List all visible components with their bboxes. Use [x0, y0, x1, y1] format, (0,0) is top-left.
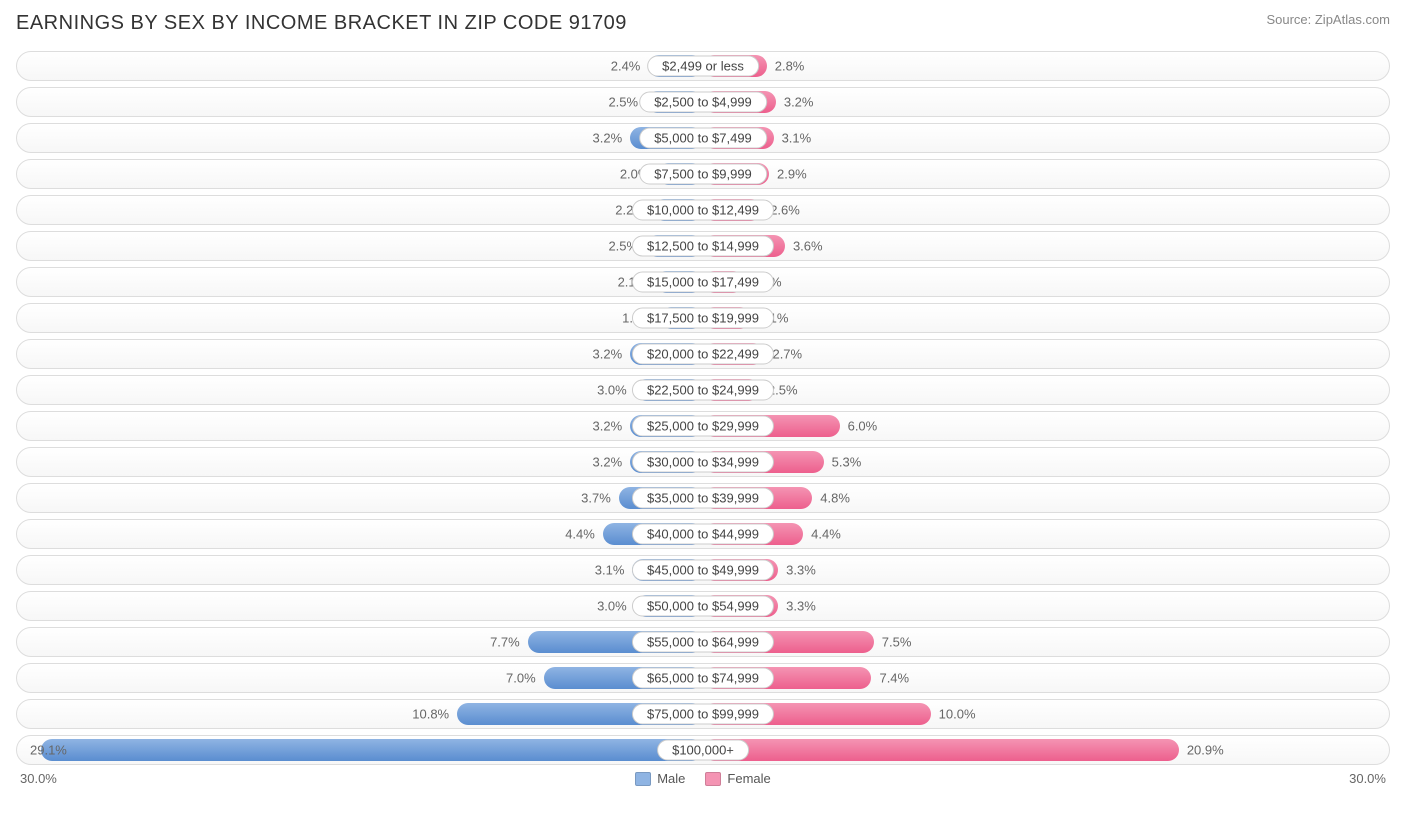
- bracket-label: $100,000+: [657, 740, 749, 761]
- legend-male-label: Male: [657, 771, 685, 786]
- pct-female: 2.7%: [772, 347, 802, 362]
- chart-row: 29.1% 20.9% $100,000+: [16, 735, 1390, 765]
- bar-male: [41, 739, 704, 761]
- bracket-label: $12,500 to $14,999: [632, 236, 774, 257]
- pct-female: 7.4%: [879, 671, 909, 686]
- pct-female: 4.4%: [811, 527, 841, 542]
- chart-row: 10.8% 10.0% $75,000 to $99,999: [16, 699, 1390, 729]
- bracket-label: $2,499 or less: [647, 56, 759, 77]
- chart-row: 1.9%2.1%$17,500 to $19,999: [16, 303, 1390, 333]
- legend-female: Female: [705, 771, 770, 786]
- pct-female: 10.0%: [939, 707, 976, 722]
- pct-female: 2.8%: [775, 59, 805, 74]
- pct-female: 7.5%: [882, 635, 912, 650]
- diverging-bar-chart: 2.4% 2.8% $2,499 or less 2.5% 3.2% $2,500 to …: [16, 51, 1390, 765]
- chart-row: 3.0%2.5%$22,500 to $24,999: [16, 375, 1390, 405]
- chart-row: 7.0% 7.4% $65,000 to $74,999: [16, 663, 1390, 693]
- pct-female: 5.3%: [832, 455, 862, 470]
- pct-male: 3.2%: [593, 455, 623, 470]
- legend-male-swatch: [635, 772, 651, 786]
- pct-female: 3.2%: [784, 95, 814, 110]
- chart-row: 2.0%2.9%$7,500 to $9,999: [16, 159, 1390, 189]
- legend-female-swatch: [705, 772, 721, 786]
- chart-row: 2.4% 2.8% $2,499 or less: [16, 51, 1390, 81]
- chart-source: Source: ZipAtlas.com: [1266, 12, 1390, 27]
- chart-row: 3.1% 3.3% $45,000 to $49,999: [16, 555, 1390, 585]
- pct-female: 3.6%: [793, 239, 823, 254]
- legend-female-label: Female: [727, 771, 770, 786]
- pct-male: 7.0%: [506, 671, 536, 686]
- bracket-label: $30,000 to $34,999: [632, 452, 774, 473]
- bracket-label: $35,000 to $39,999: [632, 488, 774, 509]
- pct-male: 2.4%: [611, 59, 641, 74]
- bracket-label: $22,500 to $24,999: [632, 380, 774, 401]
- chart-row: 7.7% 7.5% $55,000 to $64,999: [16, 627, 1390, 657]
- bar-female: [703, 739, 1179, 761]
- bracket-label: $25,000 to $29,999: [632, 416, 774, 437]
- chart-row: 3.0% 3.3% $50,000 to $54,999: [16, 591, 1390, 621]
- chart-row: 3.2% 5.3% $30,000 to $34,999: [16, 447, 1390, 477]
- pct-female: 2.6%: [770, 203, 800, 218]
- chart-row: 2.5% 3.2% $2,500 to $4,999: [16, 87, 1390, 117]
- bracket-label: $15,000 to $17,499: [632, 272, 774, 293]
- pct-male: 3.0%: [597, 599, 627, 614]
- bracket-label: $55,000 to $64,999: [632, 632, 774, 653]
- pct-male: 4.4%: [565, 527, 595, 542]
- bracket-label: $5,000 to $7,499: [639, 128, 767, 149]
- pct-female: 20.9%: [1187, 743, 1224, 758]
- chart-footer: 30.0% Male Female 30.0%: [16, 771, 1390, 786]
- pct-male: 3.7%: [581, 491, 611, 506]
- bracket-label: $7,500 to $9,999: [639, 164, 767, 185]
- chart-row: 3.2% 6.0% $25,000 to $29,999: [16, 411, 1390, 441]
- bracket-label: $65,000 to $74,999: [632, 668, 774, 689]
- pct-female: 2.9%: [777, 167, 807, 182]
- chart-row: 4.4% 4.4% $40,000 to $44,999: [16, 519, 1390, 549]
- chart-title: EARNINGS BY SEX BY INCOME BRACKET IN ZIP…: [16, 12, 627, 35]
- chart-header: EARNINGS BY SEX BY INCOME BRACKET IN ZIP…: [16, 12, 1390, 35]
- pct-male: 2.5%: [608, 95, 638, 110]
- axis-left-label: 30.0%: [20, 771, 57, 786]
- chart-row: 2.5%3.6%$12,500 to $14,999: [16, 231, 1390, 261]
- pct-male: 10.8%: [412, 707, 449, 722]
- pct-male: 7.7%: [490, 635, 520, 650]
- legend-male: Male: [635, 771, 685, 786]
- pct-female: 4.8%: [820, 491, 850, 506]
- pct-female: 3.1%: [782, 131, 812, 146]
- bracket-label: $75,000 to $99,999: [632, 704, 774, 725]
- chart-legend: Male Female: [635, 771, 771, 786]
- pct-female: 6.0%: [848, 419, 878, 434]
- pct-female: 3.3%: [786, 563, 816, 578]
- bracket-label: $2,500 to $4,999: [639, 92, 767, 113]
- pct-male: 3.1%: [595, 563, 625, 578]
- bracket-label: $40,000 to $44,999: [632, 524, 774, 545]
- pct-male: 3.2%: [593, 131, 623, 146]
- chart-row: 3.2% 3.1% $5,000 to $7,499: [16, 123, 1390, 153]
- chart-row: 3.7% 4.8% $35,000 to $39,999: [16, 483, 1390, 513]
- bracket-label: $17,500 to $19,999: [632, 308, 774, 329]
- pct-male: 3.0%: [597, 383, 627, 398]
- chart-row: 3.2% 2.7%$20,000 to $22,499: [16, 339, 1390, 369]
- pct-male: 3.2%: [593, 419, 623, 434]
- pct-female: 3.3%: [786, 599, 816, 614]
- axis-right-label: 30.0%: [1349, 771, 1386, 786]
- chart-row: 2.2%2.6%$10,000 to $12,499: [16, 195, 1390, 225]
- bracket-label: $45,000 to $49,999: [632, 560, 774, 581]
- bracket-label: $20,000 to $22,499: [632, 344, 774, 365]
- pct-male: 3.2%: [593, 347, 623, 362]
- bracket-label: $50,000 to $54,999: [632, 596, 774, 617]
- pct-male: 29.1%: [30, 743, 67, 758]
- bracket-label: $10,000 to $12,499: [632, 200, 774, 221]
- chart-row: 2.1%1.8%$15,000 to $17,499: [16, 267, 1390, 297]
